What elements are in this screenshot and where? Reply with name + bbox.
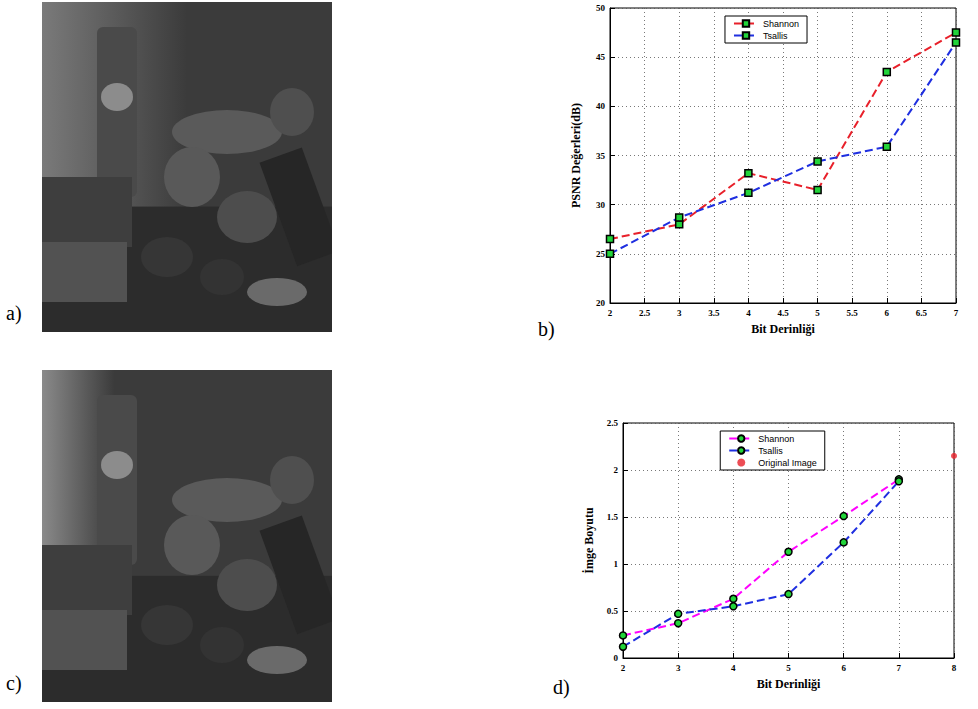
svg-text:20: 20 xyxy=(596,298,606,308)
svg-text:4.5: 4.5 xyxy=(777,308,789,318)
svg-text:2: 2 xyxy=(621,663,626,673)
svg-text:6: 6 xyxy=(885,308,890,318)
svg-text:45: 45 xyxy=(596,52,606,62)
svg-text:5: 5 xyxy=(786,663,791,673)
html-text:d): d) xyxy=(553,676,570,698)
svg-text:6: 6 xyxy=(841,663,846,673)
svg-text:3: 3 xyxy=(677,308,682,318)
svg-text:Tsallis: Tsallis xyxy=(763,31,788,41)
svg-text:8: 8 xyxy=(952,663,957,673)
svg-text:1.5: 1.5 xyxy=(607,512,619,522)
svg-text:Original Image: Original Image xyxy=(758,458,817,468)
html-text:b): b) xyxy=(538,318,555,340)
svg-text:7: 7 xyxy=(897,663,902,673)
svg-text:4: 4 xyxy=(746,308,751,318)
html-text:a): a) xyxy=(6,302,22,324)
svg-text:Shannon: Shannon xyxy=(763,19,799,29)
svg-text:Bit Derinliği: Bit Derinliği xyxy=(757,677,821,691)
html-text:c): c) xyxy=(6,672,22,694)
svg-text:2: 2 xyxy=(608,308,613,318)
svg-text:3.5: 3.5 xyxy=(708,308,720,318)
svg-text:2.5: 2.5 xyxy=(639,308,651,318)
svg-text:1: 1 xyxy=(614,559,619,569)
svg-text:5.5: 5.5 xyxy=(847,308,859,318)
svg-text:2.5: 2.5 xyxy=(607,418,619,428)
svg-text:Tsallis: Tsallis xyxy=(758,446,783,456)
svg-text:İmge Boyutu: İmge Boyutu xyxy=(582,507,596,574)
svg-text:6.5: 6.5 xyxy=(916,308,928,318)
svg-text:2: 2 xyxy=(614,465,619,475)
svg-text:0: 0 xyxy=(614,653,619,663)
svg-text:3: 3 xyxy=(676,663,681,673)
svg-text:35: 35 xyxy=(596,151,606,161)
svg-text:0.5: 0.5 xyxy=(607,606,619,616)
svg-text:30: 30 xyxy=(596,200,606,210)
svg-text:4: 4 xyxy=(731,663,736,673)
svg-text:50: 50 xyxy=(596,3,606,13)
svg-text:PSNR Değerleri(dB): PSNR Değerleri(dB) xyxy=(569,103,583,208)
svg-text:5: 5 xyxy=(815,308,820,318)
svg-text:Bit Derinliği: Bit Derinliği xyxy=(751,322,815,336)
svg-text:25: 25 xyxy=(596,249,606,259)
svg-text:40: 40 xyxy=(596,101,606,111)
svg-text:Shannon: Shannon xyxy=(758,434,794,444)
svg-text:7: 7 xyxy=(954,308,959,318)
